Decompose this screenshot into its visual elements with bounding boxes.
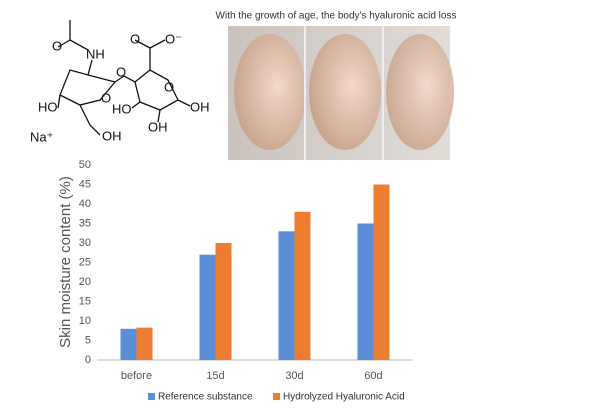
- bar: [373, 184, 390, 360]
- atom-label: HO: [112, 101, 132, 116]
- y-tick-label: 10: [79, 315, 91, 327]
- bar: [215, 243, 232, 360]
- y-tick-label: 45: [79, 178, 91, 190]
- bar: [294, 211, 311, 360]
- bond: [59, 59, 117, 106]
- y-tick-label: 40: [79, 198, 91, 210]
- y-axis-title: Skin moisture content (%): [57, 176, 74, 348]
- bond: [57, 39, 71, 48]
- atom-label: O: [101, 90, 111, 105]
- image-caption: With the growth of age, the body's hyalu…: [216, 11, 457, 22]
- atom-label: OH: [102, 128, 122, 143]
- y-tick-label: 30: [79, 237, 91, 249]
- bond: [57, 94, 61, 109]
- molecule: O NH O O O O O⁻ HO OH Na⁺ HO OH OH: [30, 20, 210, 144]
- atom-label: OH: [190, 99, 210, 114]
- y-tick-label: 20: [79, 276, 91, 288]
- x-tick-label: before: [121, 370, 152, 382]
- face: [386, 34, 454, 150]
- atom-label: O: [130, 31, 140, 46]
- bar: [120, 328, 137, 360]
- legend-swatch: [273, 393, 280, 400]
- legend-label: Hydrolyzed Hyaluronic Acid: [283, 392, 405, 403]
- face: [309, 34, 381, 150]
- atom-label: O⁻: [165, 31, 182, 46]
- bar: [136, 327, 153, 360]
- legend-label: Reference substance: [158, 392, 253, 403]
- bond: [114, 69, 179, 111]
- bond: [177, 99, 191, 107]
- atom-label: HO: [38, 99, 58, 114]
- x-tick-label: 15d: [206, 370, 224, 382]
- y-tick-label: 15: [79, 295, 91, 307]
- atom-label: Na⁺: [30, 129, 53, 144]
- y-tick-label: 25: [79, 256, 91, 268]
- y-tick-label: 5: [85, 334, 91, 346]
- aging-photo: [228, 26, 454, 160]
- atom-label: NH: [86, 46, 105, 61]
- atom-label: O: [116, 64, 126, 79]
- bond: [134, 39, 151, 49]
- legend-swatch: [148, 393, 155, 400]
- bond: [131, 101, 141, 109]
- face: [234, 34, 306, 150]
- y-tick-label: 35: [79, 217, 91, 229]
- bond: [157, 109, 161, 123]
- atom-label: OH: [148, 119, 168, 134]
- x-tick-label: 30d: [285, 370, 303, 382]
- atom-label: O: [52, 38, 62, 53]
- bond: [149, 39, 166, 70]
- y-tick-label: 0: [85, 354, 91, 366]
- bond: [79, 104, 101, 136]
- y-tick-label: 50: [79, 159, 91, 171]
- x-tick-label: 60d: [364, 370, 382, 382]
- atom-label: O: [164, 79, 174, 94]
- bar: [357, 223, 374, 360]
- bar: [278, 231, 295, 360]
- bar: [199, 254, 216, 360]
